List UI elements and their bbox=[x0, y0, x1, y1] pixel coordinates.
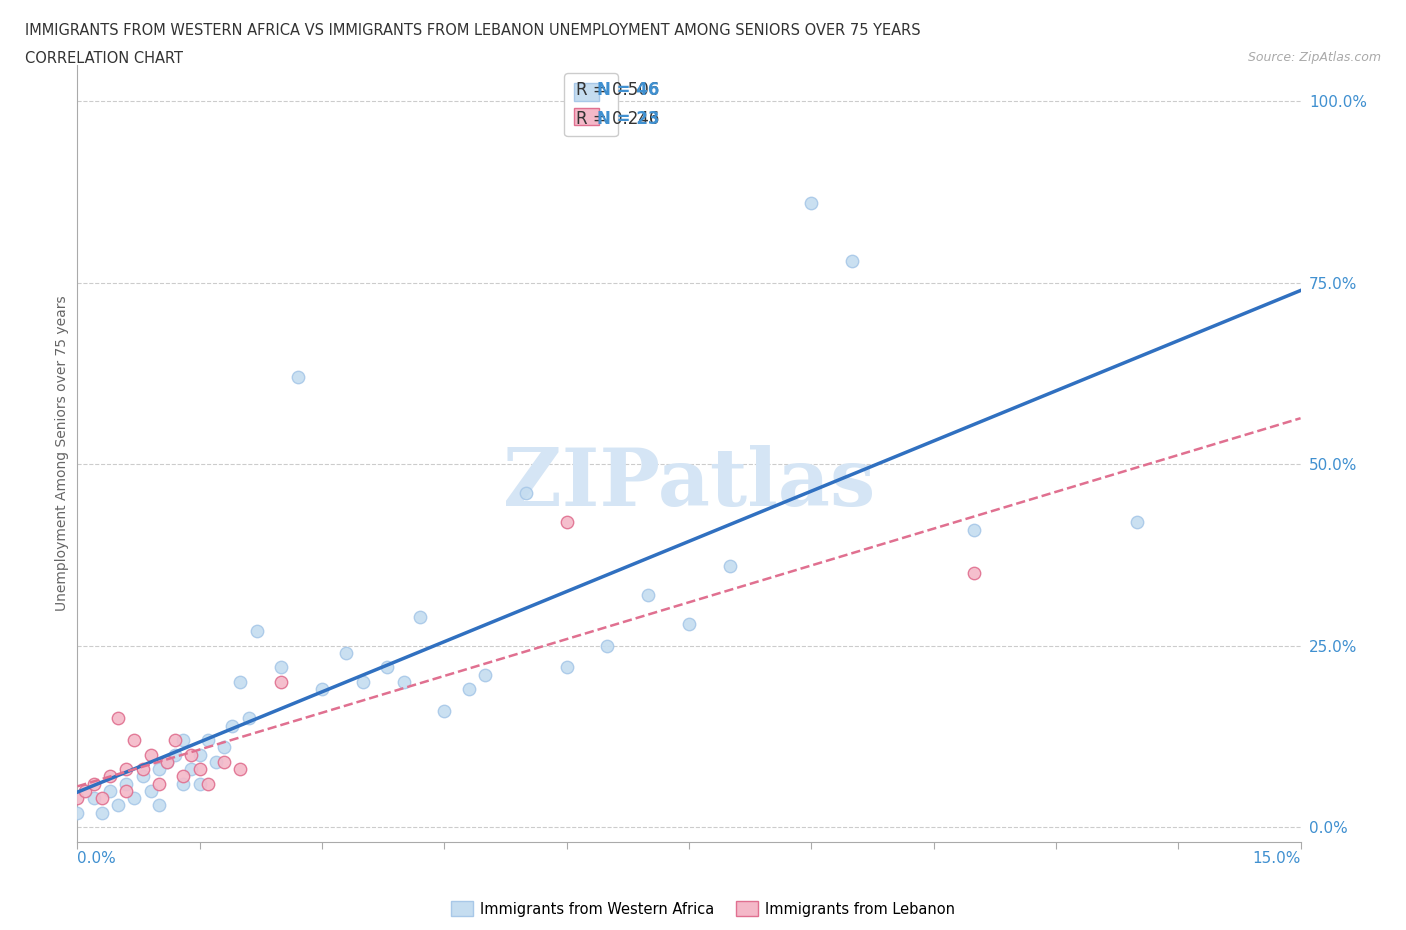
Point bbox=[637, 588, 659, 603]
Point bbox=[148, 798, 170, 813]
Text: N = 23: N = 23 bbox=[598, 111, 659, 128]
Text: 15.0%: 15.0% bbox=[1253, 851, 1301, 866]
Text: IMMIGRANTS FROM WESTERN AFRICA VS IMMIGRANTS FROM LEBANON UNEMPLOYMENT AMONG SEN: IMMIGRANTS FROM WESTERN AFRICA VS IMMIGR… bbox=[25, 23, 921, 38]
Point bbox=[433, 704, 456, 719]
Legend: , : , bbox=[564, 73, 617, 137]
Point bbox=[115, 783, 138, 798]
Point bbox=[115, 777, 138, 791]
Point bbox=[172, 733, 194, 748]
Point bbox=[83, 790, 105, 805]
Point bbox=[287, 370, 309, 385]
Point bbox=[197, 733, 219, 748]
Text: R = 0.506: R = 0.506 bbox=[576, 82, 659, 100]
Point bbox=[107, 798, 129, 813]
Point bbox=[131, 762, 153, 777]
Point bbox=[270, 674, 292, 689]
Point bbox=[139, 747, 162, 762]
Point bbox=[188, 747, 211, 762]
Point bbox=[555, 515, 578, 530]
Point bbox=[457, 682, 479, 697]
Point bbox=[474, 668, 496, 683]
Point bbox=[75, 783, 97, 798]
Point bbox=[800, 195, 823, 210]
Point bbox=[238, 711, 260, 725]
Legend: Immigrants from Western Africa, Immigrants from Lebanon: Immigrants from Western Africa, Immigran… bbox=[444, 896, 962, 923]
Point bbox=[66, 790, 89, 805]
Point bbox=[229, 762, 252, 777]
Point bbox=[352, 674, 374, 689]
Point bbox=[148, 762, 170, 777]
Text: ZIPatlas: ZIPatlas bbox=[503, 445, 875, 524]
Point bbox=[963, 565, 986, 580]
Point bbox=[124, 733, 146, 748]
Text: Source: ZipAtlas.com: Source: ZipAtlas.com bbox=[1247, 51, 1381, 64]
Point bbox=[107, 711, 129, 725]
Point bbox=[131, 769, 153, 784]
Point bbox=[311, 682, 333, 697]
Text: CORRELATION CHART: CORRELATION CHART bbox=[25, 51, 183, 66]
Point bbox=[165, 733, 187, 748]
Point bbox=[83, 777, 105, 791]
Point bbox=[90, 790, 112, 805]
Point bbox=[212, 740, 235, 755]
Point bbox=[156, 754, 179, 769]
Point bbox=[515, 485, 537, 500]
Point bbox=[172, 777, 194, 791]
Point bbox=[841, 254, 863, 269]
Point bbox=[139, 783, 162, 798]
Point bbox=[596, 638, 619, 653]
Point bbox=[180, 747, 202, 762]
Point bbox=[212, 754, 235, 769]
Point bbox=[165, 747, 187, 762]
Point bbox=[90, 805, 112, 820]
Point bbox=[392, 674, 415, 689]
Point bbox=[98, 769, 121, 784]
Point bbox=[188, 762, 211, 777]
Point bbox=[188, 777, 211, 791]
Point bbox=[180, 762, 202, 777]
Point bbox=[229, 674, 252, 689]
Point bbox=[221, 718, 243, 733]
Point bbox=[197, 777, 219, 791]
Point bbox=[205, 754, 228, 769]
Point bbox=[148, 777, 170, 791]
Text: R = 0.246: R = 0.246 bbox=[576, 111, 659, 128]
Point bbox=[375, 660, 398, 675]
Point bbox=[409, 609, 432, 624]
Point bbox=[718, 558, 741, 573]
Point bbox=[98, 783, 121, 798]
Text: 0.0%: 0.0% bbox=[77, 851, 117, 866]
Point bbox=[246, 624, 269, 639]
Text: N = 46: N = 46 bbox=[598, 82, 659, 100]
Point bbox=[678, 617, 700, 631]
Point bbox=[115, 762, 138, 777]
Point bbox=[124, 790, 146, 805]
Point bbox=[172, 769, 194, 784]
Point bbox=[555, 660, 578, 675]
Point bbox=[963, 522, 986, 537]
Point bbox=[335, 645, 357, 660]
Point bbox=[66, 805, 89, 820]
Point bbox=[1126, 515, 1149, 530]
Y-axis label: Unemployment Among Seniors over 75 years: Unemployment Among Seniors over 75 years bbox=[55, 296, 69, 611]
Point bbox=[156, 754, 179, 769]
Point bbox=[270, 660, 292, 675]
